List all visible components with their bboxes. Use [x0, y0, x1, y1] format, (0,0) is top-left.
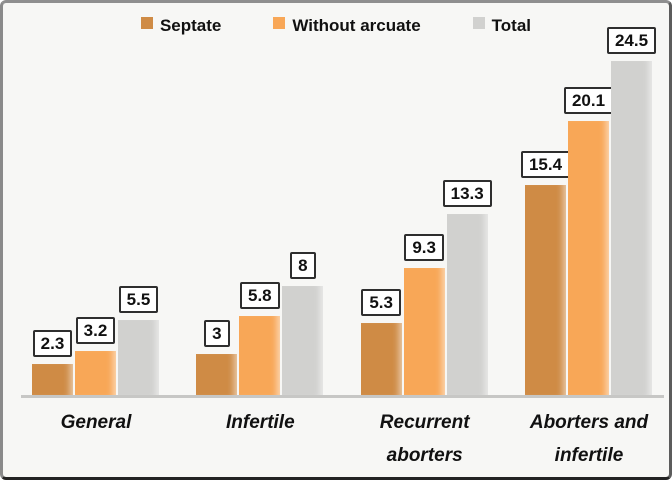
plot-area: 2.3 3.2 5.5 3 5.8 8 5.3 9.3 13.3 15.4 20.1 24.5	[3, 3, 669, 395]
bar-septate-recurrent-aborters	[360, 323, 402, 395]
value-label-total-recurrent-aborters: 13.3	[442, 180, 492, 207]
category-label-general: General	[32, 406, 160, 477]
value-label-without-arcuate-general: 3.2	[75, 317, 116, 344]
value-label-without-arcuate-infertile: 5.8	[240, 282, 280, 309]
bar-col-without-arcuate-general: 3.2	[75, 317, 116, 395]
value-label-total-general: 5.5	[118, 286, 159, 313]
legend-label-without-arcuate: Without arcuate	[292, 16, 421, 35]
bar-septate-infertile	[196, 354, 238, 395]
bar-total-recurrent-aborters	[446, 214, 488, 395]
bar-col-without-arcuate-aborters-and-infertile: 20.1	[563, 87, 614, 395]
bar-group-recurrent-aborters: 5.3 9.3 13.3	[360, 180, 492, 395]
bar-total-aborters-and-infertile	[610, 61, 652, 395]
legend-item-septate: Septate	[140, 16, 222, 36]
bar-col-total-general: 5.5	[118, 286, 159, 395]
legend-swatch-without-arcuate-icon	[273, 17, 286, 29]
value-label-without-arcuate-aborters-and-infertile: 20.1	[563, 87, 614, 114]
x-axis-line	[21, 395, 664, 398]
legend-swatch-total-icon	[472, 17, 485, 29]
legend-label-septate: Septate	[159, 16, 222, 35]
category-label-line: infertile	[554, 445, 624, 466]
bar-without-arcuate-infertile	[239, 316, 281, 395]
bar-col-total-recurrent-aborters: 13.3	[442, 180, 492, 395]
bar-col-septate-recurrent-aborters: 5.3	[360, 289, 402, 395]
legend-label-total: Total	[491, 16, 532, 35]
bar-without-arcuate-general	[75, 351, 116, 395]
bar-total-infertile	[282, 286, 324, 395]
bar-total-general	[118, 320, 159, 395]
category-axis: General Infertile Recurrent aborters Aborter…	[3, 395, 669, 477]
chart-legend: Septate Without arcuate Total	[3, 16, 669, 36]
bar-col-without-arcuate-recurrent-aborters: 9.3	[403, 234, 445, 395]
bar-col-septate-infertile: 3	[196, 320, 238, 395]
bar-col-septate-general: 2.3	[32, 330, 73, 395]
category-label-line: Aborters and	[529, 412, 649, 433]
category-label-line: aborters	[386, 445, 463, 466]
value-label-without-arcuate-recurrent-aborters: 9.3	[404, 234, 444, 261]
category-label-recurrent-aborters: Recurrent aborters	[361, 406, 489, 477]
bar-col-without-arcuate-infertile: 5.8	[239, 282, 281, 395]
value-label-septate-recurrent-aborters: 5.3	[361, 289, 401, 316]
legend-item-total: Total	[472, 16, 532, 36]
value-label-total-infertile: 8	[290, 252, 316, 279]
bar-col-total-infertile: 8	[282, 252, 324, 395]
bar-col-septate-aborters-and-infertile: 15.4	[520, 151, 571, 395]
category-label-line: General	[60, 412, 132, 433]
bar-septate-aborters-and-infertile	[524, 185, 566, 395]
category-label-aborters-and-infertile: Aborters and infertile	[525, 406, 653, 477]
category-label-line: Infertile	[226, 412, 295, 433]
bar-without-arcuate-recurrent-aborters	[403, 268, 445, 395]
bar-group-aborters-and-infertile: 15.4 20.1 24.5	[520, 27, 657, 395]
value-label-septate-aborters-and-infertile: 15.4	[520, 151, 571, 178]
bar-septate-general	[32, 364, 73, 395]
bar-col-total-aborters-and-infertile: 24.5	[606, 27, 657, 395]
legend-swatch-septate-icon	[140, 17, 153, 29]
bar-group-general: 2.3 3.2 5.5	[32, 286, 160, 395]
bar-without-arcuate-aborters-and-infertile	[567, 121, 609, 395]
legend-item-without-arcuate: Without arcuate	[273, 16, 421, 36]
category-label-infertile: Infertile	[196, 406, 324, 477]
value-label-total-aborters-and-infertile: 24.5	[606, 27, 657, 54]
value-label-septate-infertile: 3	[204, 320, 230, 347]
value-label-septate-general: 2.3	[32, 330, 73, 357]
category-label-line: Recurrent	[379, 412, 470, 433]
bar-group-infertile: 3 5.8 8	[196, 252, 324, 395]
